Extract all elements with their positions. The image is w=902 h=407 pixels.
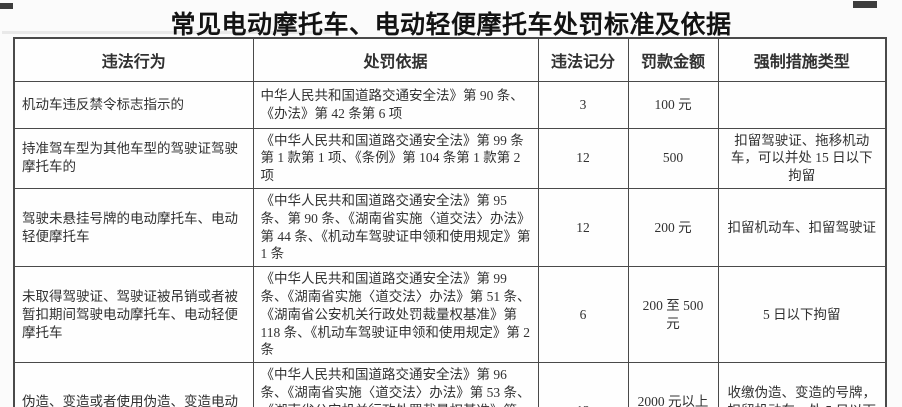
cell-points: 12 xyxy=(537,362,629,407)
cell-measures: 扣留驾驶证、拖移机动车，可以并处 15 日以下拘留 xyxy=(717,127,887,189)
header-behavior: 违法行为 xyxy=(13,37,254,82)
cell-basis: 中华人民共和国道路交通安全法》第 90 条、《办法》第 42 条第 6 项 xyxy=(252,80,539,129)
cell-fine: 200 至 500 元 xyxy=(627,266,719,364)
cell-fine: 2000 元以上 3000 元以下 xyxy=(627,362,719,407)
cell-measures: 收缴伪造、变造的号牌，扣留机动车，处 5 日以下拘留 xyxy=(717,362,887,407)
cell-behavior: 伪造、变造或者使用伪造、变造电动摩托车、电动轻便摩托车号牌的 xyxy=(13,362,254,407)
cell-basis: 《中华人民共和国道路交通安全法》第 95 条、第 90 条、《湖南省实施〈道交法… xyxy=(252,187,539,268)
cell-fine: 500 xyxy=(627,127,719,189)
cell-behavior: 驾驶未悬挂号牌的电动摩托车、电动轻便摩托车 xyxy=(13,187,254,268)
table-header-row: 违法行为 处罚依据 违法记分 罚款金额 强制措施类型 xyxy=(13,37,887,82)
cell-behavior: 持准驾车型为其他车型的驾驶证驾驶摩托车的 xyxy=(13,127,254,189)
table-row: 驾驶未悬挂号牌的电动摩托车、电动轻便摩托车 《中华人民共和国道路交通安全法》第 … xyxy=(13,187,887,268)
cell-measures: 5 日以下拘留 xyxy=(717,266,887,364)
header-fine: 罚款金额 xyxy=(627,37,719,82)
cell-measures xyxy=(717,80,887,129)
cell-points: 3 xyxy=(537,80,629,129)
crop-artifact-top-left xyxy=(0,3,13,9)
cell-points: 6 xyxy=(537,266,629,364)
cell-basis: 《中华人民共和国道路交通安全法》第 96 条、《湖南省实施〈道交法〉办法》第 5… xyxy=(252,362,539,407)
header-points: 违法记分 xyxy=(537,37,629,82)
crop-artifact-top-right xyxy=(853,1,877,8)
penalty-table: 违法行为 处罚依据 违法记分 罚款金额 强制措施类型 机动车违反禁令标志指示的 … xyxy=(13,37,887,407)
cell-points: 12 xyxy=(537,187,629,268)
cell-behavior: 机动车违反禁令标志指示的 xyxy=(13,80,254,129)
crop-artifact-streak xyxy=(2,31,332,34)
table-row: 未取得驾驶证、驾驶证被吊销或者被暂扣期间驾驶电动摩托车、电动轻便摩托车 《中华人… xyxy=(13,266,887,364)
table-row: 机动车违反禁令标志指示的 中华人民共和国道路交通安全法》第 90 条、《办法》第… xyxy=(13,80,887,129)
table-row: 伪造、变造或者使用伪造、变造电动摩托车、电动轻便摩托车号牌的 《中华人民共和国道… xyxy=(13,362,887,407)
cell-basis: 《中华人民共和国道路交通安全法》第 99 条第 1 款第 1 项、《条例》第 1… xyxy=(252,127,539,189)
cell-fine: 200 元 xyxy=(627,187,719,268)
cell-basis: 《中华人民共和国道路交通安全法》第 99 条、《湖南省实施〈道交法〉办法》第 5… xyxy=(252,266,539,364)
table-row: 持准驾车型为其他车型的驾驶证驾驶摩托车的 《中华人民共和国道路交通安全法》第 9… xyxy=(13,127,887,189)
cell-behavior: 未取得驾驶证、驾驶证被吊销或者被暂扣期间驾驶电动摩托车、电动轻便摩托车 xyxy=(13,266,254,364)
page-title: 常见电动摩托车、电动轻便摩托车处罚标准及依据 xyxy=(170,12,732,39)
header-measures: 强制措施类型 xyxy=(717,37,887,82)
cell-points: 12 xyxy=(537,127,629,189)
cell-measures: 扣留机动车、扣留驾驶证 xyxy=(717,187,887,268)
header-basis: 处罚依据 xyxy=(252,37,539,82)
cell-fine: 100 元 xyxy=(627,80,719,129)
